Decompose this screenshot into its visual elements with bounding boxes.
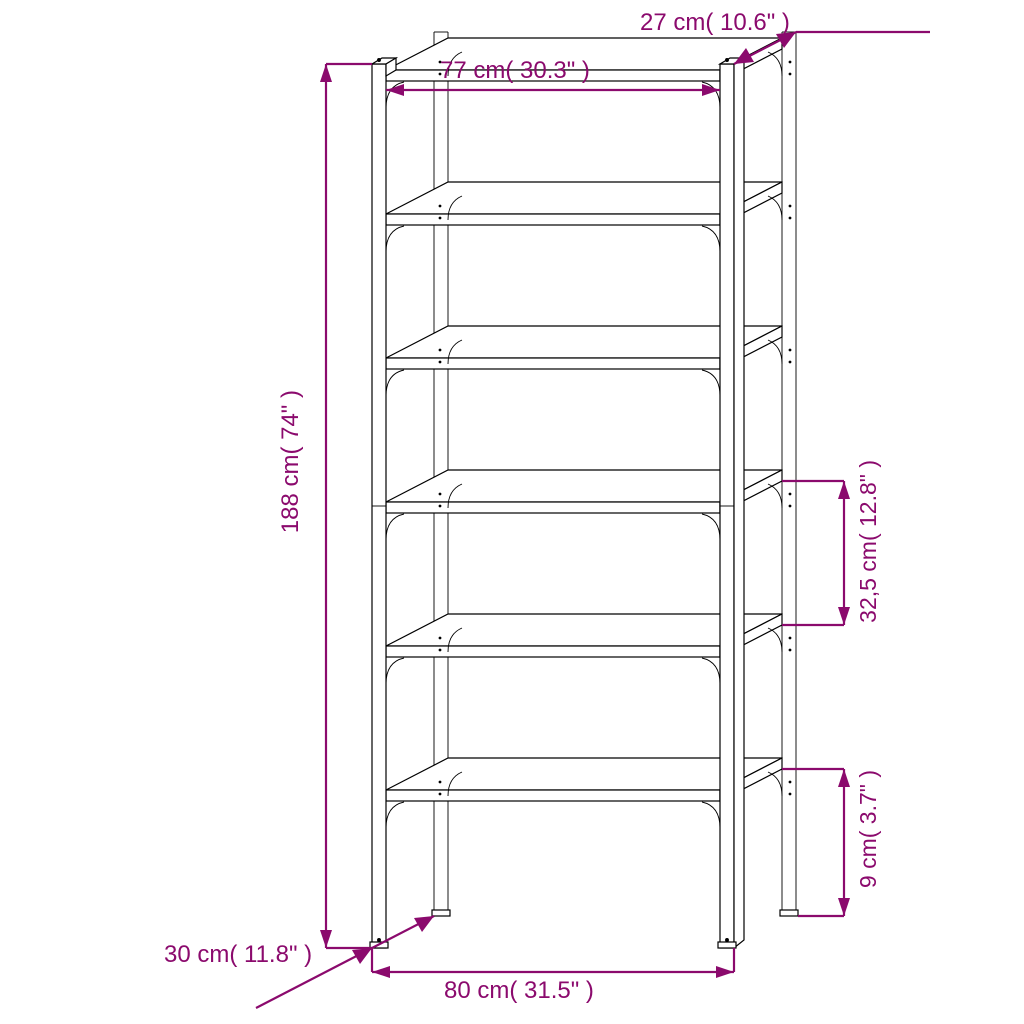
dim-bottom-width (372, 948, 734, 978)
label-bottom-width: 80 cm( 31.5" ) (444, 978, 594, 1004)
dimension-diagram: { "diagram": { "type": "technical-drawin… (0, 0, 1024, 1024)
label-height: 188 cm( 74" ) (278, 390, 304, 533)
label-depth-cm: 30 cm( 11.8" ) (164, 942, 312, 968)
label-shelf-gap: 32,5 cm( 12.8" ) (856, 460, 881, 623)
label-top-depth: 27 cm( 10.6" ) (640, 10, 790, 36)
dimension-lines (256, 32, 930, 1008)
dim-height (320, 64, 372, 948)
dim-shelf-gap (782, 481, 850, 625)
dim-inner-width (386, 84, 720, 96)
shelf-unit-outline (370, 32, 798, 948)
dim-ground-clearance (782, 769, 850, 916)
label-ground-clearance: 9 cm( 3.7" ) (856, 770, 881, 888)
label-inner-width: 77 cm( 30.3" ) (440, 58, 590, 84)
